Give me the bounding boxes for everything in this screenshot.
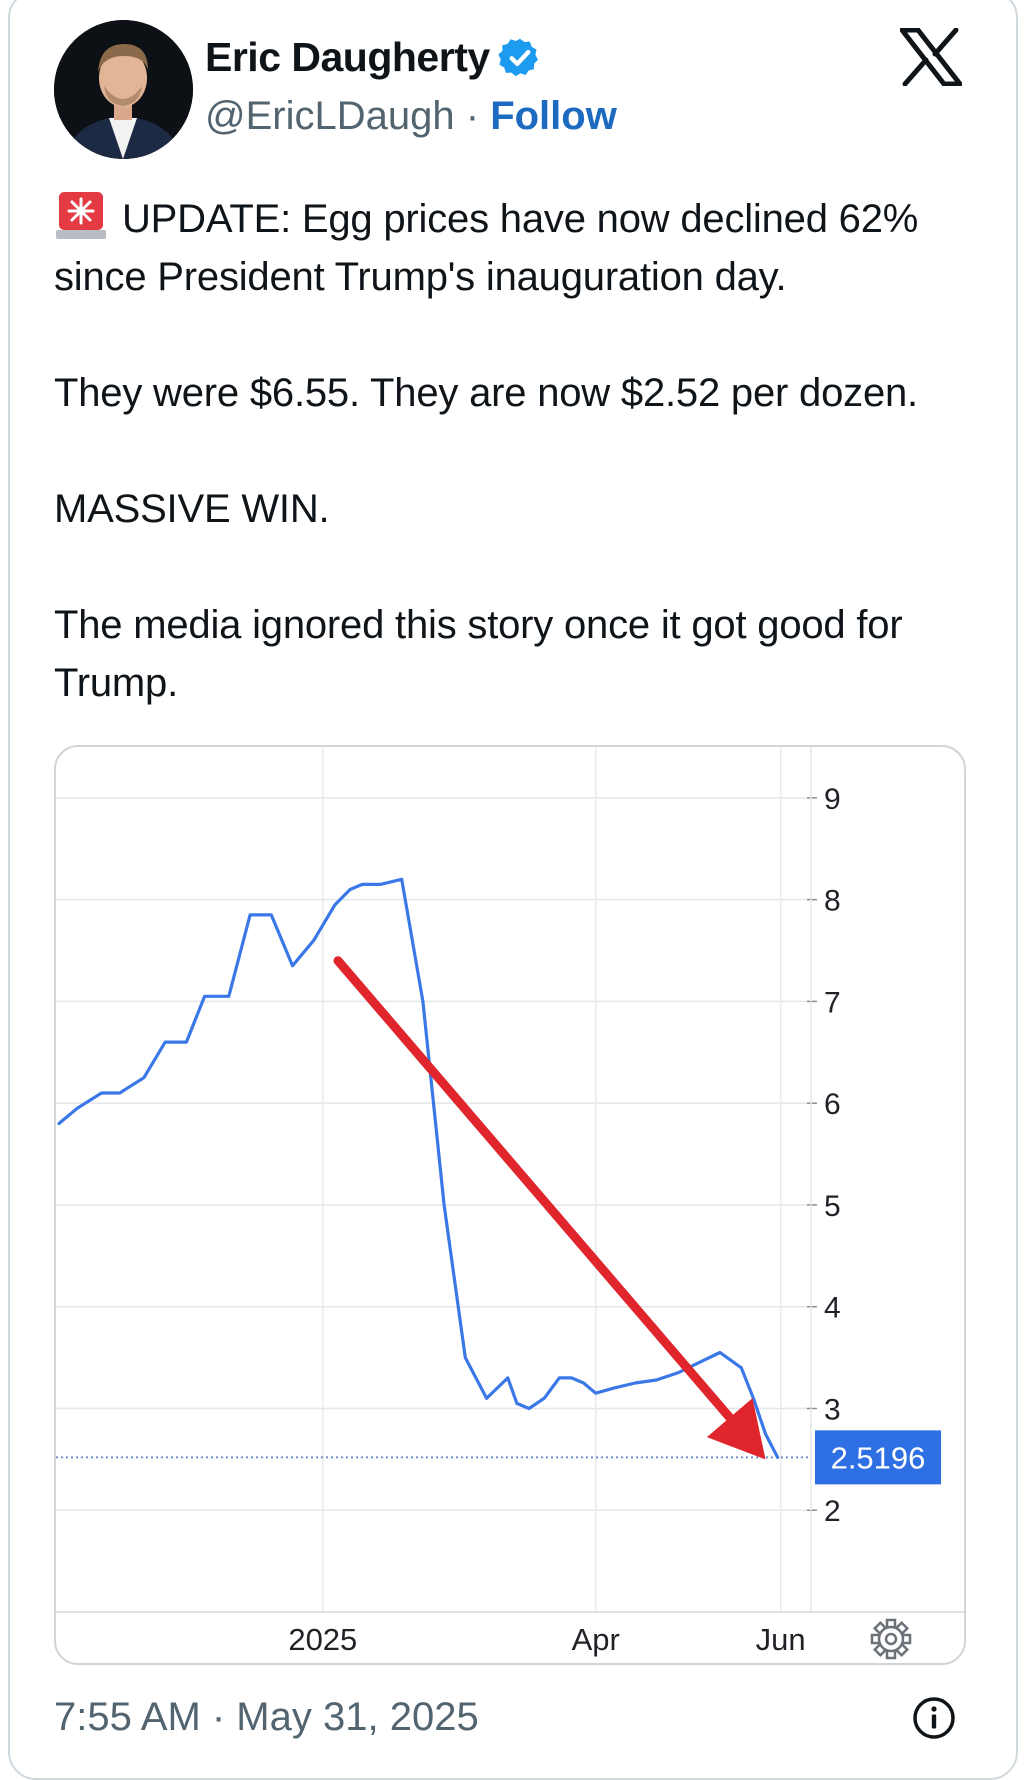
- egg-price-line: [57, 877, 780, 1459]
- red-arrow-shaft: [333, 956, 735, 1423]
- x-logo-icon[interactable]: [900, 28, 962, 86]
- tweet-paragraph-1: UPDATE: Egg prices have now declined 62%…: [54, 190, 994, 306]
- y-tick-label: 8: [824, 885, 841, 918]
- y-tick-label: 3: [824, 1393, 841, 1426]
- tweet-line-3: MASSIVE WIN.: [54, 487, 330, 531]
- y-tick-label: 7: [824, 986, 841, 1019]
- y-tick-label: 2: [824, 1495, 841, 1528]
- tweet-text: UPDATE: Egg prices have now declined 62%…: [54, 190, 994, 770]
- author-name-row: Eric Daugherty: [205, 34, 542, 81]
- author-name[interactable]: Eric Daugherty: [205, 34, 490, 80]
- price-chart[interactable]: 2 3 4 5 6 7 8 9 2025 Apr Jun 2.5196: [54, 745, 966, 1665]
- gear-icon[interactable]: [870, 1618, 912, 1660]
- y-tick-label: 6: [824, 1088, 841, 1121]
- verified-badge-icon: [498, 38, 538, 76]
- rotating-light-emoji-icon: [56, 192, 106, 239]
- x-tick-label: Apr: [572, 1622, 620, 1657]
- author-handle[interactable]: @EricLDaugh: [205, 94, 455, 138]
- tweet-line-4: The media ignored this story once it got…: [54, 603, 903, 705]
- current-price-label: 2.5196: [831, 1440, 926, 1475]
- x-tick-label: Jun: [756, 1622, 806, 1657]
- tweet-line-2: They were $6.55. They are now $2.52 per …: [54, 371, 918, 415]
- y-tick-label: 4: [824, 1292, 841, 1325]
- y-tick-label: 5: [824, 1190, 841, 1223]
- avatar-photo: [54, 20, 193, 159]
- handle-separator: ·: [465, 94, 480, 138]
- timestamp[interactable]: 7:55 AM · May 31, 2025: [54, 1695, 479, 1739]
- follow-button[interactable]: Follow: [490, 94, 617, 138]
- info-icon[interactable]: [912, 1696, 956, 1740]
- red-arrow-head: [706, 1398, 766, 1460]
- price-chart-svg: 2 3 4 5 6 7 8 9 2025 Apr Jun 2.5196: [56, 747, 964, 1660]
- y-tick-label: 9: [824, 783, 841, 816]
- author-handle-row: @EricLDaugh · Follow: [205, 94, 617, 139]
- current-price-badge: [815, 1430, 941, 1485]
- x-tick-label: 2025: [288, 1622, 357, 1657]
- tweet-line-1: UPDATE: Egg prices have now declined 62%…: [54, 197, 919, 299]
- avatar[interactable]: [54, 20, 193, 159]
